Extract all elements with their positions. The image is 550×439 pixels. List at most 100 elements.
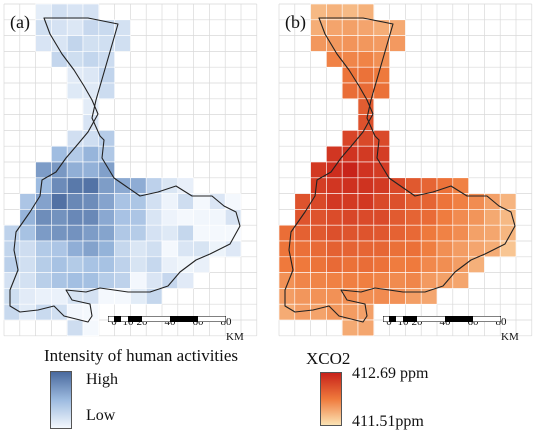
- raster-cell: [405, 193, 422, 210]
- raster-cell: [310, 288, 327, 305]
- raster-cell: [130, 209, 147, 226]
- legend-high-a: High: [86, 371, 118, 388]
- scale-tick-label: 20: [411, 316, 423, 328]
- legend-gradient-b: [320, 372, 342, 426]
- raster-cell: [35, 288, 52, 305]
- raster-cell: [326, 177, 343, 194]
- raster-cell: [98, 209, 115, 226]
- raster-cell: [98, 130, 115, 147]
- raster-cell: [51, 161, 68, 179]
- raster-cell: [82, 256, 100, 273]
- raster-cell: [357, 145, 375, 163]
- raster-cell: [98, 177, 115, 194]
- raster-cell: [357, 82, 375, 100]
- raster-cell: [66, 130, 84, 147]
- raster-cell: [278, 224, 296, 242]
- raster-cell: [35, 3, 52, 21]
- raster-cell: [209, 209, 226, 226]
- raster-cell: [35, 19, 52, 36]
- raster-cell: [19, 272, 36, 289]
- raster-cell: [452, 209, 469, 226]
- raster-cell: [3, 224, 21, 242]
- scale-ticks-a: 0 10 20 40 60 80: [108, 316, 258, 330]
- raster-cell: [452, 256, 469, 273]
- panel-label-a: (a): [10, 12, 30, 32]
- raster-cell: [468, 240, 485, 258]
- raster-cell: [82, 177, 100, 194]
- raster-cell: [468, 209, 485, 226]
- raster-cell: [389, 35, 406, 52]
- raster-cell: [82, 161, 100, 179]
- raster-cell: [420, 224, 438, 242]
- raster-cell: [294, 240, 311, 258]
- raster-cell: [373, 209, 390, 226]
- raster-cell: [51, 193, 68, 210]
- scale-bar-b: 0 10 20 40 60 80 KM: [383, 316, 543, 343]
- legend-title-b: XCO2: [306, 349, 351, 368]
- raster-cell: [341, 130, 359, 147]
- scale-tick-label: 60: [192, 316, 204, 328]
- raster-cell: [389, 224, 406, 242]
- raster-cell: [389, 256, 406, 273]
- raster-cell: [177, 209, 194, 226]
- raster-cell: [436, 272, 454, 289]
- raster-cells: [3, 3, 242, 337]
- raster-cell: [341, 3, 359, 21]
- map-panel-xco2: (b) 0 10 20 40 60 80 KM: [275, 0, 550, 343]
- raster-cell: [326, 209, 343, 226]
- raster-cell: [82, 3, 100, 21]
- region-boundary: [9, 17, 241, 323]
- raster-cell: [484, 240, 501, 258]
- panel-label-b: (b): [285, 12, 306, 32]
- raster-cell: [209, 240, 226, 258]
- raster-cell: [484, 209, 501, 226]
- raster-cell: [389, 240, 406, 258]
- raster-cell: [373, 272, 390, 289]
- raster-cell: [98, 82, 115, 100]
- raster-cell: [373, 145, 390, 163]
- scale-bar-graphic: [108, 316, 226, 322]
- raster-cell: [452, 224, 469, 242]
- raster-cell: [193, 209, 210, 226]
- raster-cell: [66, 177, 84, 194]
- raster-cell: [51, 177, 68, 194]
- raster-cell: [82, 145, 100, 163]
- raster-cell: [310, 303, 327, 321]
- scale-unit: KM: [226, 331, 244, 343]
- raster-cell: [145, 224, 163, 242]
- raster-cell: [452, 177, 469, 194]
- raster-cell: [82, 19, 100, 36]
- raster-cell: [66, 19, 84, 36]
- raster-cell: [420, 256, 438, 273]
- raster-cell: [66, 161, 84, 179]
- raster-cell: [130, 272, 147, 289]
- raster-cell: [310, 177, 327, 194]
- raster-cell: [51, 51, 68, 68]
- raster-cell: [193, 256, 210, 273]
- scale-tick-label: 80: [220, 316, 232, 328]
- raster-cell: [357, 224, 375, 242]
- raster-cell: [420, 240, 438, 258]
- raster-cell: [357, 51, 375, 68]
- scale-tick-label: 0: [386, 316, 392, 328]
- raster-cell: [35, 224, 52, 242]
- raster-cell: [373, 224, 390, 242]
- legend-low-a: Low: [86, 407, 116, 424]
- raster-cell: [177, 272, 194, 289]
- raster-cell: [405, 240, 422, 258]
- raster-cell: [278, 240, 296, 258]
- raster-cell: [373, 256, 390, 273]
- map-panel-human-activity: (a) 0 10 20 40 60 80 KM: [0, 0, 275, 343]
- raster-cell: [310, 193, 327, 210]
- raster-cell: [294, 256, 311, 273]
- raster-cell: [373, 288, 390, 305]
- raster-cell: [278, 288, 296, 305]
- raster-cell: [98, 193, 115, 210]
- scale-tick-label: 40: [164, 316, 176, 328]
- raster-cell: [177, 256, 194, 273]
- raster-cell: [35, 240, 52, 258]
- raster-cell: [82, 240, 100, 258]
- raster-cell: [484, 224, 501, 242]
- raster-cell: [405, 272, 422, 289]
- raster-cell: [326, 51, 343, 68]
